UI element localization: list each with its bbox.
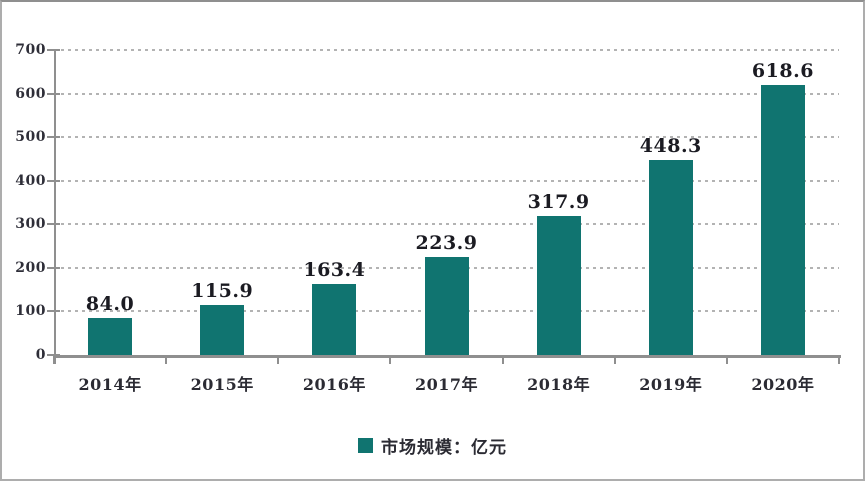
- y-axis-tick: [47, 92, 60, 95]
- y-axis-tick: [47, 49, 60, 51]
- x-axis-category-label: 2014年: [78, 375, 142, 394]
- bar: [200, 304, 245, 355]
- bar-value-label: 223.9: [415, 232, 478, 255]
- y-axis-label: 600: [15, 85, 46, 102]
- bar-value-label: 448.3: [639, 134, 702, 157]
- x-axis-tick: [838, 355, 840, 364]
- y-axis-tick: [47, 310, 60, 313]
- y-axis-label: 200: [15, 259, 46, 276]
- y-axis-label: 300: [15, 216, 46, 233]
- y-axis-label: 500: [15, 129, 46, 146]
- y-axis-label: 700: [15, 42, 46, 58]
- x-axis-tick: [277, 355, 280, 364]
- y-axis-label: 0: [35, 347, 46, 363]
- x-axis-tick: [725, 355, 728, 364]
- bar-value-label: 317.9: [527, 191, 590, 214]
- bar-value-label: 618.6: [751, 60, 814, 83]
- x-axis-category-label: 2018年: [527, 375, 591, 394]
- x-axis-line: [54, 355, 841, 358]
- bar-value-label: 115.9: [191, 279, 254, 302]
- x-axis-category-label: 2019年: [639, 375, 703, 394]
- bar: [648, 159, 693, 355]
- gridline: [54, 179, 839, 182]
- x-axis-tick: [613, 355, 616, 364]
- legend-square-marker: [358, 437, 373, 453]
- y-axis-tick: [47, 179, 60, 182]
- y-axis-tick: [47, 223, 60, 226]
- x-axis-category-label: 2020年: [751, 375, 815, 394]
- y-axis-label: 100: [15, 303, 46, 320]
- x-axis-category-label: 2017年: [414, 375, 479, 394]
- gridline: [54, 223, 839, 226]
- gridline: [54, 92, 839, 95]
- x-axis-tick: [53, 355, 55, 364]
- y-axis-label: 400: [15, 172, 46, 189]
- bar-value-label: 163.4: [303, 258, 366, 281]
- x-axis-tick: [165, 355, 168, 364]
- gridline: [54, 136, 839, 139]
- bar: [312, 283, 357, 355]
- legend: 市场规模：亿元: [2, 433, 863, 457]
- bar: [88, 318, 133, 355]
- y-axis-tick: [47, 266, 60, 269]
- bar: [760, 85, 805, 355]
- y-axis-tick: [47, 136, 60, 139]
- x-axis-category-label: 2016年: [302, 375, 366, 394]
- legend-label: 市场规模：亿元: [381, 437, 507, 457]
- y-axis-line: [54, 50, 56, 364]
- bar: [536, 216, 581, 355]
- x-axis-tick: [389, 355, 392, 364]
- x-axis-tick: [501, 355, 504, 364]
- gridline: [54, 49, 839, 51]
- bar: [424, 257, 469, 355]
- bar-value-label: 84.0: [85, 293, 135, 316]
- x-axis-category-label: 2015年: [190, 375, 254, 394]
